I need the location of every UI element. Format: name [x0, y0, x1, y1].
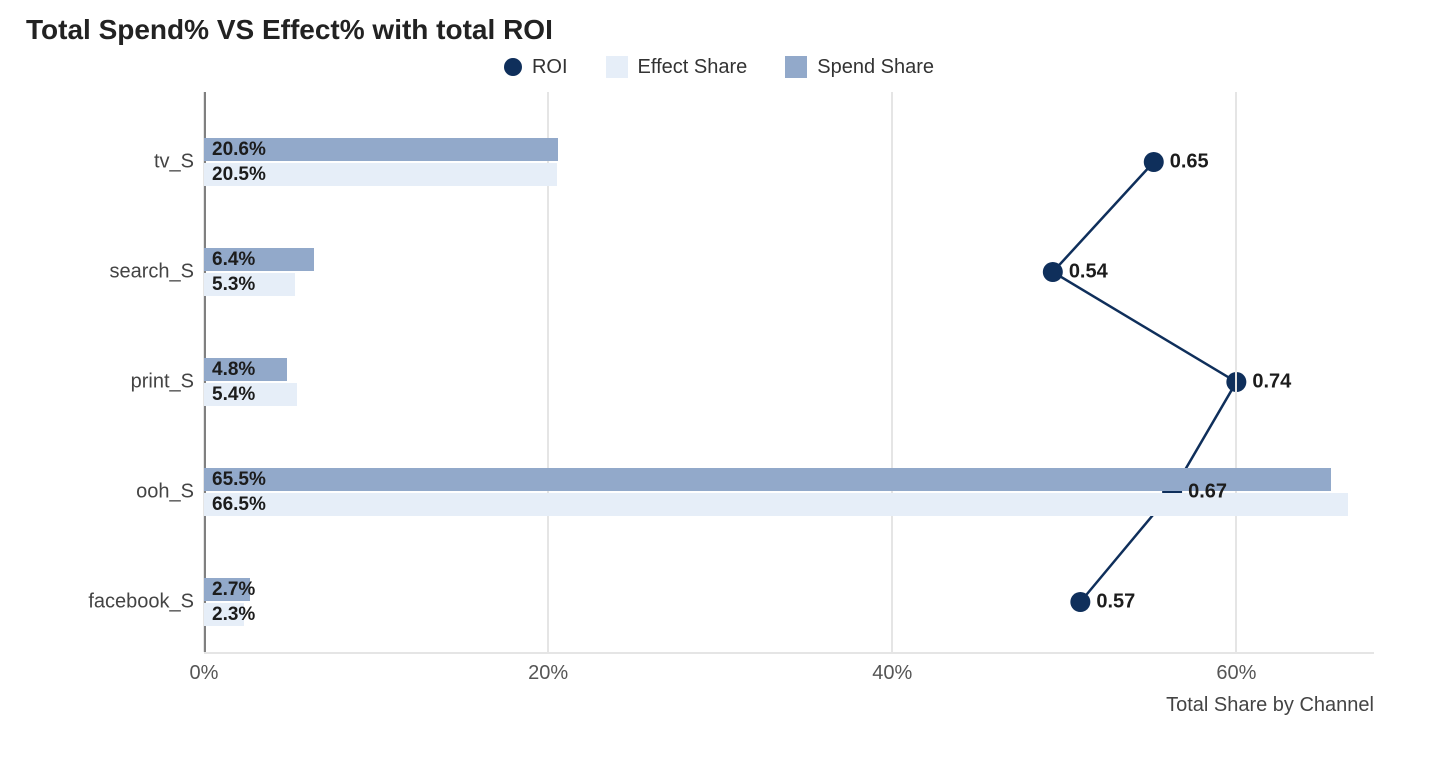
y-category-label: search_S — [24, 261, 194, 284]
x-tick-label: 40% — [872, 662, 912, 685]
x-tick-label: 20% — [528, 662, 568, 685]
legend-label-roi: ROI — [532, 56, 568, 79]
roi-marker-icon — [504, 58, 522, 76]
effect-bar-label: 66.5% — [212, 494, 266, 516]
y-category-label: ooh_S — [24, 481, 194, 504]
effect-bar: 2.3% — [204, 603, 244, 626]
effect-bar-label: 5.4% — [212, 384, 255, 406]
x-tick-label: 0% — [190, 662, 219, 685]
effect-bar-label: 20.5% — [212, 164, 266, 186]
effect-bar: 20.5% — [204, 163, 557, 186]
spend-swatch-icon — [785, 56, 807, 78]
legend-label-effect: Effect Share — [638, 56, 748, 79]
y-category-label: facebook_S — [24, 591, 194, 614]
gridline — [891, 92, 893, 652]
spend-bar: 65.5% — [204, 468, 1331, 491]
effect-bar: 5.3% — [204, 273, 295, 296]
roi-marker — [1070, 592, 1090, 612]
chart-plot-area: 0%20%40%60%Total Share by Channeltv_S20.… — [204, 92, 1374, 692]
roi-line — [1053, 162, 1237, 602]
effect-bar-label: 5.3% — [212, 274, 255, 296]
spend-bar: 20.6% — [204, 138, 558, 161]
spend-bar: 2.7% — [204, 578, 250, 601]
roi-marker — [1144, 152, 1164, 172]
spend-bar: 4.8% — [204, 358, 287, 381]
spend-bar-label: 20.6% — [212, 139, 266, 161]
effect-bar: 5.4% — [204, 383, 297, 406]
spend-bar-label: 6.4% — [212, 249, 255, 271]
spend-bar-label: 4.8% — [212, 359, 255, 381]
chart-title: Total Spend% VS Effect% with total ROI — [26, 14, 1414, 46]
roi-value-label: 0.67 — [1188, 481, 1227, 504]
effect-swatch-icon — [606, 56, 628, 78]
x-axis-label: Total Share by Channel — [1166, 694, 1374, 717]
effect-bar: 66.5% — [204, 493, 1348, 516]
y-category-label: print_S — [24, 371, 194, 394]
roi-marker — [1043, 262, 1063, 282]
effect-bar-label: 2.3% — [212, 604, 255, 626]
x-tick-label: 60% — [1216, 662, 1256, 685]
y-category-label: tv_S — [24, 151, 194, 174]
spend-bar-label: 2.7% — [212, 579, 255, 601]
legend-item-spend: Spend Share — [785, 56, 934, 79]
roi-value-label: 0.65 — [1170, 151, 1209, 174]
legend: ROI Effect Share Spend Share — [24, 52, 1414, 82]
spend-bar-label: 65.5% — [212, 469, 266, 491]
legend-item-roi: ROI — [504, 56, 568, 79]
roi-value-label: 0.57 — [1096, 591, 1135, 614]
legend-item-effect: Effect Share — [606, 56, 748, 79]
roi-value-label: 0.74 — [1252, 371, 1291, 394]
roi-value-label: 0.54 — [1069, 261, 1108, 284]
gridline — [1235, 92, 1237, 652]
legend-label-spend: Spend Share — [817, 56, 934, 79]
spend-bar: 6.4% — [204, 248, 314, 271]
